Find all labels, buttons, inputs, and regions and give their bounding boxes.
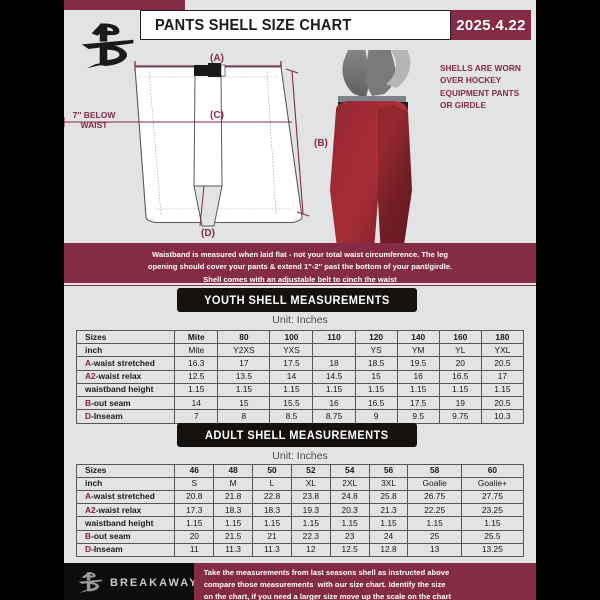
svg-text:(B): (B) — [314, 138, 328, 149]
svg-text:(D): (D) — [201, 228, 215, 239]
svg-text:WAIST: WAIST — [81, 120, 109, 130]
svg-text:(A): (A) — [210, 53, 224, 64]
svg-text:7'' BELOW: 7'' BELOW — [73, 110, 117, 120]
svg-text:(C): (C) — [210, 110, 224, 121]
